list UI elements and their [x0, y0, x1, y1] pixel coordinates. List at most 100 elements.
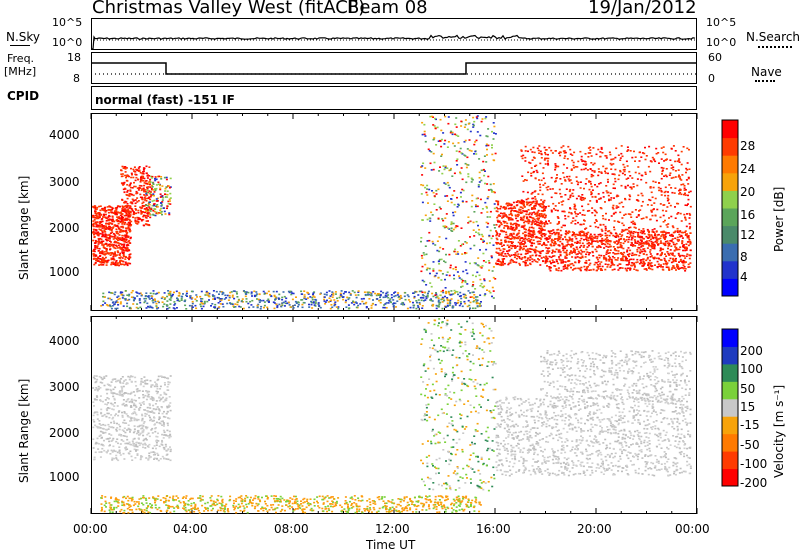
power-cell	[639, 252, 642, 254]
power-cell	[563, 251, 566, 254]
power-cell	[551, 232, 554, 235]
power-cell	[546, 258, 549, 260]
power-cell	[485, 144, 488, 147]
power-cell	[119, 252, 122, 255]
power-cell	[99, 263, 102, 266]
freq-unit: [MHz]	[4, 65, 37, 78]
power-cell	[610, 261, 613, 263]
power-cell	[206, 294, 209, 296]
power-cell	[684, 257, 687, 259]
power-cell	[155, 306, 158, 309]
power-cell	[146, 189, 149, 191]
power-cell	[141, 177, 144, 179]
power-cell	[559, 253, 562, 256]
power-cell	[352, 300, 354, 303]
power-cell	[681, 242, 684, 245]
power-cell	[595, 211, 598, 214]
power-cell	[622, 206, 625, 208]
power-cell	[500, 239, 503, 241]
power-cell	[560, 195, 563, 198]
power-cell	[603, 239, 606, 242]
power-cell	[385, 292, 388, 295]
power-cell	[485, 135, 488, 137]
power-cell	[176, 299, 179, 302]
power-cell	[650, 234, 653, 236]
power-cell	[678, 193, 681, 195]
power-cell	[567, 232, 570, 235]
power-cell	[554, 164, 557, 167]
power-cell	[475, 139, 478, 142]
power-cell	[470, 205, 473, 208]
power-cell	[300, 293, 303, 295]
power-cell	[464, 261, 467, 263]
power-cell	[552, 239, 555, 242]
power-cell	[688, 191, 691, 194]
power-cell	[102, 261, 104, 263]
power-cell	[439, 270, 442, 272]
power-cell	[524, 264, 527, 267]
power-cell	[133, 181, 135, 184]
chart-title: Christmas Valley West (fitACF)	[92, 0, 366, 18]
power-cell	[500, 229, 503, 232]
power-cell	[475, 231, 477, 233]
power-cell	[110, 263, 113, 266]
power-cell	[138, 166, 141, 168]
power-cell	[564, 224, 566, 227]
power-cell	[481, 239, 484, 241]
power-cell	[365, 301, 368, 304]
power-cell	[289, 306, 292, 308]
power-cell	[167, 290, 170, 292]
power-cell	[437, 297, 440, 300]
power-cell	[267, 298, 270, 301]
power-cell	[121, 165, 124, 168]
power-cell	[612, 158, 615, 160]
power-cell	[584, 167, 587, 170]
power-cell	[495, 247, 498, 250]
power-cell	[124, 171, 127, 173]
power-cell	[614, 156, 617, 159]
power-cell	[678, 239, 680, 242]
power-cell	[502, 244, 505, 246]
power-cell	[357, 290, 360, 292]
power-cell	[200, 300, 203, 302]
power-cell	[144, 223, 147, 225]
power-cell	[624, 197, 626, 200]
power-cell	[155, 302, 158, 305]
power-cell	[129, 183, 132, 186]
power-cell	[115, 212, 118, 215]
power-cell	[305, 298, 308, 300]
power-cell	[334, 291, 337, 293]
power-cell	[127, 213, 130, 216]
power-cell	[115, 264, 118, 267]
power-cell	[262, 290, 265, 293]
power-cell	[661, 266, 664, 268]
power-cell	[480, 212, 483, 214]
power-cell	[463, 126, 466, 128]
power-cell	[638, 244, 641, 246]
power-cell	[126, 184, 129, 186]
power-cell	[265, 292, 268, 295]
power-cell	[428, 188, 431, 191]
power-cell	[464, 302, 467, 305]
power-cell	[569, 194, 572, 197]
xtick: 00:00	[675, 522, 710, 536]
power-cell	[688, 168, 691, 170]
power-cell	[135, 174, 138, 176]
power-cell	[686, 162, 689, 164]
power-cell	[529, 201, 532, 203]
power-cell	[591, 250, 594, 253]
power-cell	[658, 182, 661, 184]
power-cell	[662, 167, 665, 169]
power-cell	[495, 210, 498, 212]
power-cell	[632, 220, 635, 223]
power-cell	[517, 253, 520, 255]
power-cell	[582, 246, 585, 248]
power-cell	[486, 226, 489, 228]
power-cell	[593, 263, 596, 266]
power-cell	[476, 271, 479, 274]
power-cell	[449, 301, 452, 303]
power-cell	[561, 242, 564, 245]
power-cell	[548, 260, 551, 263]
power-cell	[133, 213, 136, 215]
power-cell	[617, 206, 620, 208]
